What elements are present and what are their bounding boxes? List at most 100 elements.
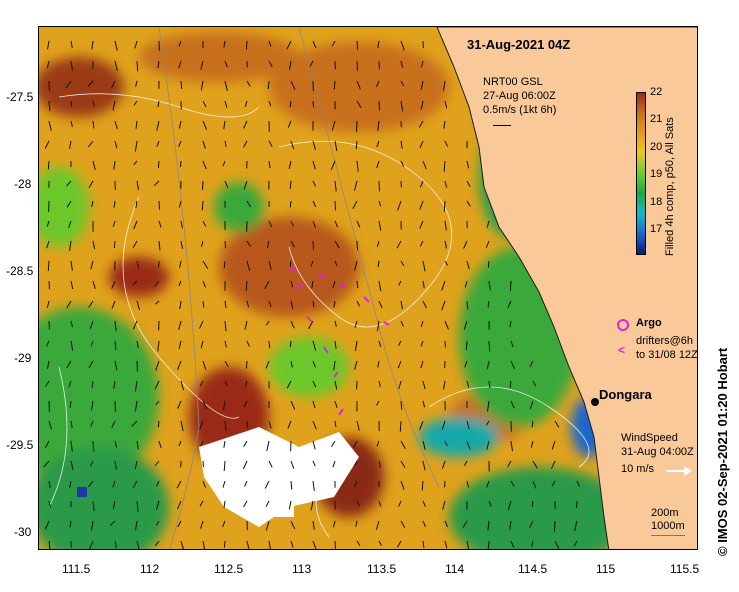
current-vector [268,60,273,68]
current-vector [91,380,94,388]
current-vector [576,480,580,487]
current-vector [398,280,402,286]
current-vector [376,160,380,169]
current-vector [91,520,94,531]
current-vector [510,340,514,348]
current-vector [157,340,160,352]
current-vector [463,240,468,249]
current-vector [441,300,446,311]
current-vector [88,480,94,488]
current-vector [113,380,116,389]
current-vector [136,440,139,450]
current-vector [114,360,118,371]
current-vector [288,500,292,510]
current-vector [224,180,229,188]
current-vector [554,520,556,532]
current-vector [312,520,315,530]
current-vector [243,140,248,148]
current-vector [244,320,248,331]
current-vector [180,240,184,249]
current-vector [131,420,138,427]
current-vector [92,100,95,107]
current-vector [466,160,470,169]
current-vector [265,520,270,531]
current-vector [268,260,272,270]
current-vector [509,520,512,530]
current-vector [46,240,50,249]
current-vector [378,340,382,348]
current-vector [290,80,296,90]
wind-date: 31-Aug 04:00Z [621,446,694,458]
current-vector [333,80,336,90]
x-tick: 112 [140,562,160,576]
current-vector [154,280,160,288]
current-vector [46,300,50,309]
drifters-line2: to 31/08 12Z [636,349,698,361]
current-vector [223,40,226,48]
colorbar-tick: 19 [650,168,663,180]
current-vector [352,200,358,209]
current-vector [354,180,358,191]
current-vector [551,440,556,450]
current-vector [376,140,380,148]
current-vector [442,500,446,510]
current-vector [333,300,336,308]
current-vector [88,360,94,369]
current-vector [244,480,248,487]
current-vector [155,300,160,305]
wind-scale-arrow [666,470,688,472]
current-vector [290,240,295,248]
x-tick: 114.5 [518,562,548,576]
current-vector [290,140,295,150]
current-vector [180,80,183,89]
current-vector [331,120,336,131]
bathymetry [158,27,440,549]
current-vector [420,360,424,369]
current-vector [200,80,204,91]
current-vector [485,240,490,248]
y-tick: -27.5 [6,90,34,104]
current-vector [312,240,314,250]
current-vector [176,480,182,489]
current-vector [48,280,50,290]
current-vector [310,500,314,511]
depth-label-1000: 1000m [651,520,685,532]
current-vector [224,80,228,92]
current-vector [356,220,361,228]
current-vector [156,120,160,131]
current-vector [134,40,138,49]
wind-title: WindSpeed [621,432,678,444]
copyright-notice: © IMOS 02-Sep-2021 01:20 Hobart [715,347,730,556]
current-vector [290,360,293,368]
current-vector [177,360,182,371]
current-vector [466,200,471,207]
gsl-date: 27-Aug 06:00Z [483,90,556,102]
current-vector [376,320,380,332]
current-vector [576,500,578,508]
current-vector [397,360,402,369]
current-vector [574,520,578,532]
current-vector [420,100,424,110]
current-vector [422,460,426,471]
current-vector [488,280,491,291]
current-vector [48,480,51,489]
current-vector [156,480,160,487]
current-vector [224,340,227,348]
current-vector [202,540,206,549]
current-vector [136,540,140,549]
current-vector [113,200,116,208]
current-vector [92,160,96,171]
current-vector [441,280,446,291]
x-tick: 112.5 [214,562,244,576]
current-vector [92,280,96,290]
current-vector [290,520,296,530]
current-vector [378,100,380,111]
current-vector [70,340,74,351]
current-vector [422,300,427,309]
current-vector [466,480,469,488]
current-vector [111,80,116,89]
current-vector [487,520,490,531]
current-vector [312,540,317,549]
current-vector [48,420,52,430]
current-vector [400,480,405,490]
